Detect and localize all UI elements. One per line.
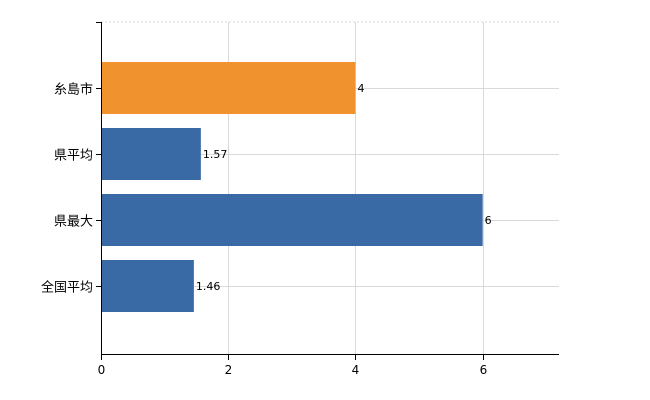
bar-3 [102, 260, 194, 312]
axes [96, 22, 559, 360]
category-label-3: 全国平均 [41, 280, 93, 296]
data-label-0: 4 [357, 82, 364, 95]
bars [102, 62, 483, 312]
data-label-3: 1.46 [196, 280, 221, 293]
category-label-2: 県最大 [54, 215, 93, 230]
x-tick-label-3: 6 [480, 363, 488, 377]
x-tick-label-1: 2 [225, 363, 233, 377]
bar-1 [102, 128, 201, 180]
category-label-0: 糸島市 [54, 82, 93, 98]
x-tick-label-2: 4 [352, 363, 360, 377]
data-label-1: 1.57 [203, 148, 228, 161]
data-label-2: 6 [485, 214, 492, 227]
x-tick-label-0: 0 [98, 363, 106, 377]
bar-2 [102, 194, 483, 246]
bar-0 [102, 62, 356, 114]
category-label-1: 県平均 [54, 149, 93, 164]
